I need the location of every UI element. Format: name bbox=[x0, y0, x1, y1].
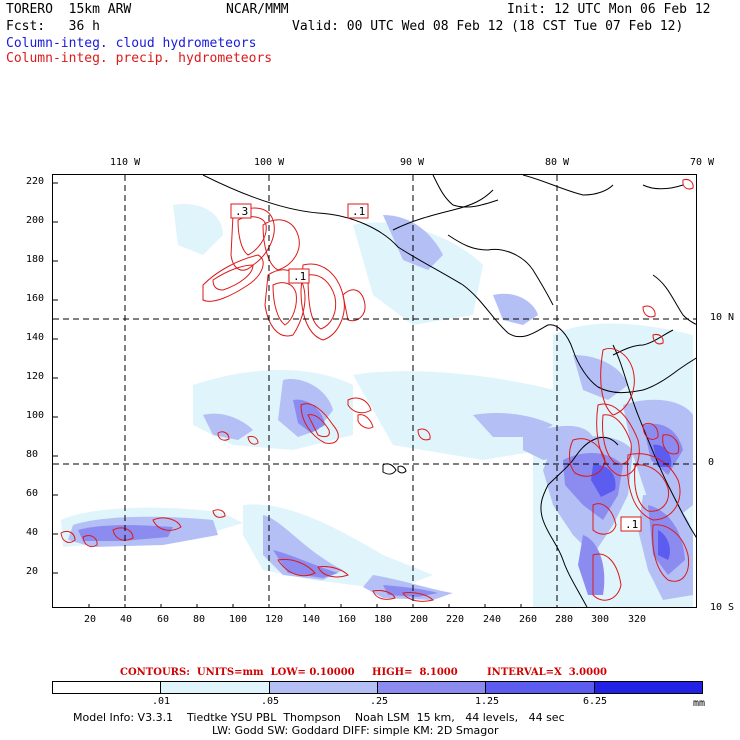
x-tick-label: 160 bbox=[338, 614, 357, 625]
y-tick-label: 200 bbox=[26, 215, 45, 226]
x-tick-label: 40 bbox=[120, 614, 133, 625]
y-tick-label: 80 bbox=[26, 449, 39, 460]
x-tick-label: 80 bbox=[193, 614, 206, 625]
valid-time: Valid: 00 UTC Wed 08 Feb 12 (18 CST Tue … bbox=[292, 19, 684, 34]
x-tick-label: 140 bbox=[302, 614, 321, 625]
init-time: Init: 12 UTC Mon 06 Feb 12 bbox=[507, 2, 711, 17]
x-tick-label: 220 bbox=[446, 614, 465, 625]
lat-label-0: 0 bbox=[708, 457, 715, 468]
lon-label-80w: 80 W bbox=[545, 157, 570, 168]
x-tick-label: 60 bbox=[157, 614, 170, 625]
colorbar bbox=[52, 681, 703, 694]
x-tick-label: 120 bbox=[265, 614, 284, 625]
x-tick-label: 240 bbox=[483, 614, 502, 625]
colorbar-bin bbox=[161, 682, 270, 693]
precip-contours bbox=[60, 179, 694, 602]
contour-label-box bbox=[288, 268, 310, 284]
x-tick-label: 280 bbox=[555, 614, 574, 625]
x-tick-label: 200 bbox=[410, 614, 429, 625]
colorbar-label: .25 bbox=[370, 696, 389, 707]
contour-label-box bbox=[230, 203, 252, 219]
y-tick-label: 40 bbox=[26, 527, 39, 538]
center-label: NCAR/MMM bbox=[226, 2, 289, 17]
model-title: TORERO 15km ARW bbox=[6, 2, 132, 17]
cloud-field-label: Column-integ. cloud hydrometeors bbox=[6, 36, 257, 51]
contour-high: HIGH= 8.1000 bbox=[372, 667, 458, 678]
colorbar-label: 6.25 bbox=[583, 696, 608, 707]
x-tick-label: 260 bbox=[519, 614, 538, 625]
colorbar-unit: mm bbox=[693, 698, 706, 709]
lon-label-110w: 110 W bbox=[110, 157, 141, 168]
contour-label: .1 bbox=[352, 205, 365, 218]
y-tick-label: 60 bbox=[26, 488, 39, 499]
colorbar-label: 1.25 bbox=[475, 696, 500, 707]
contour-label-box bbox=[347, 203, 369, 219]
x-tick-label: 300 bbox=[591, 614, 610, 625]
forecast-hour: Fcst: 36 h bbox=[6, 19, 100, 34]
map-panel: .3 .1 .1 .1 bbox=[52, 174, 697, 608]
lon-label-90w: 90 W bbox=[400, 157, 425, 168]
lat-label-10s: 10 S bbox=[710, 602, 735, 613]
lon-label-100w: 100 W bbox=[254, 157, 285, 168]
contour-label-box bbox=[620, 516, 642, 532]
y-tick-label: 120 bbox=[26, 371, 45, 382]
y-tick-label: 100 bbox=[26, 410, 45, 421]
colorbar-bin bbox=[53, 682, 162, 693]
x-tick-label: 100 bbox=[229, 614, 248, 625]
y-tick-label: 180 bbox=[26, 254, 45, 265]
lat-label-10n: 10 N bbox=[710, 312, 735, 323]
latlon-grid bbox=[53, 175, 696, 607]
y-tick-label: 20 bbox=[26, 566, 39, 577]
colorbar-label: .01 bbox=[152, 696, 171, 707]
colorbar-bin bbox=[269, 682, 378, 693]
colorbar-bin bbox=[594, 682, 702, 693]
contour-interval: INTERVAL=X 3.0000 bbox=[487, 667, 607, 678]
y-tick-label: 220 bbox=[26, 176, 45, 187]
y-tick-label: 140 bbox=[26, 332, 45, 343]
model-info-line1: Model Info: V3.3.1 Tiedtke YSU PBL Thomp… bbox=[73, 711, 565, 724]
contour-label-group: .3 .1 .1 .1 bbox=[230, 203, 642, 532]
y-tick-label: 160 bbox=[26, 293, 45, 304]
x-tick-label: 20 bbox=[84, 614, 97, 625]
colorbar-bin bbox=[377, 682, 487, 693]
contour-units-low: CONTOURS: UNITS=mm LOW= 0.10000 bbox=[120, 667, 355, 678]
precip-field-label: Column-integ. precip. hydrometeors bbox=[6, 51, 273, 66]
model-info-line2: LW: Godd SW: Goddard DIFF: simple KM: 2D… bbox=[212, 724, 499, 737]
lon-label-70w: 70 W bbox=[690, 157, 715, 168]
contour-label: .3 bbox=[235, 205, 248, 218]
x-tick-label: 180 bbox=[374, 614, 393, 625]
contour-label: .1 bbox=[293, 270, 306, 283]
contour-label: .1 bbox=[625, 518, 638, 531]
colorbar-label: .05 bbox=[261, 696, 280, 707]
x-tick-label: 320 bbox=[628, 614, 647, 625]
map-canvas: .3 .1 .1 .1 bbox=[53, 175, 696, 607]
colorbar-bin bbox=[486, 682, 595, 693]
